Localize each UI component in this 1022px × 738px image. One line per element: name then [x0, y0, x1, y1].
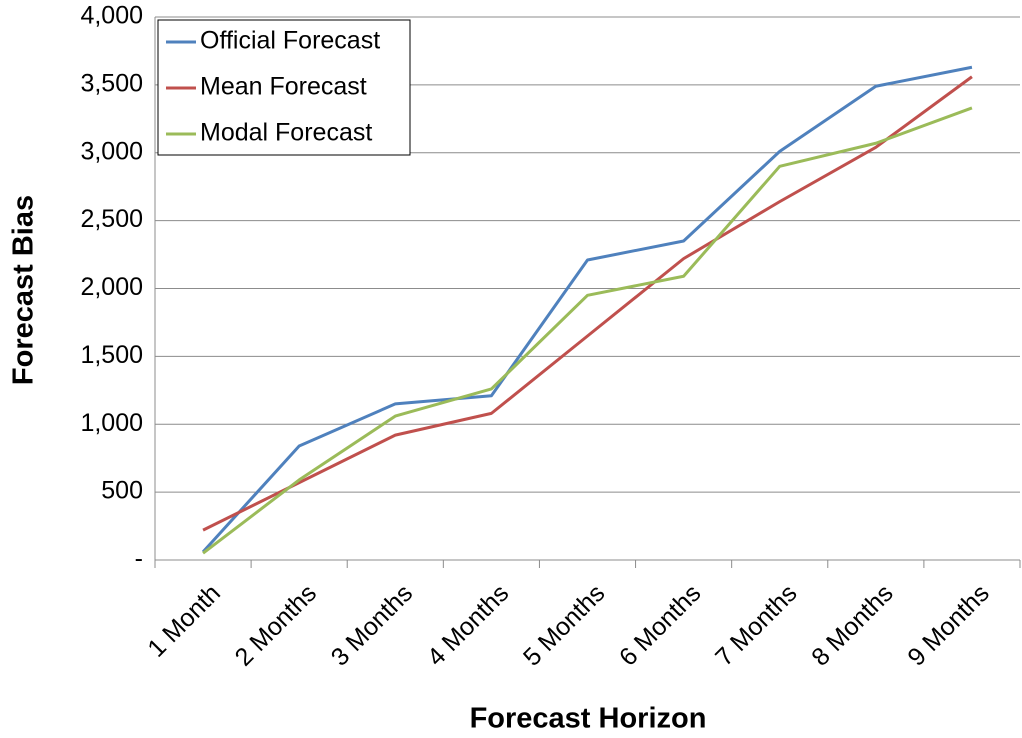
- x-tick-label: 5 Months: [518, 579, 611, 672]
- y-tick-label: 2,000: [80, 273, 143, 301]
- y-axis-title: Forecast Bias: [8, 195, 40, 385]
- y-tick-label: 1,000: [80, 409, 143, 437]
- legend-box: [157, 19, 411, 156]
- x-tick-label: 1 Month: [142, 579, 226, 663]
- x-tick-label: 6 Months: [614, 579, 707, 672]
- series-line: [202, 106, 973, 555]
- x-tick-label: 9 Months: [902, 579, 995, 672]
- x-tick-label: 3 Months: [326, 579, 419, 672]
- y-tick-label: -: [135, 545, 143, 573]
- x-tick-label: 2 Months: [230, 579, 323, 672]
- y-tick-label: 1,500: [80, 341, 143, 369]
- y-tick-label: 2,500: [80, 205, 143, 233]
- legend-label: Official Forecast: [200, 27, 380, 55]
- y-tick-label: 500: [101, 477, 143, 505]
- y-tick-label: 3,000: [80, 137, 143, 165]
- legend-label: Modal Forecast: [200, 119, 372, 147]
- y-tick-label: 3,500: [80, 69, 143, 97]
- series-line: [202, 75, 973, 532]
- series-line: [201, 65, 973, 553]
- x-tick-label: 8 Months: [806, 579, 899, 672]
- y-tick-label: 4,000: [80, 2, 143, 30]
- legend-label: Mean Forecast: [200, 73, 367, 101]
- x-tick-label: 4 Months: [422, 579, 515, 672]
- x-tick-label: 7 Months: [710, 579, 803, 672]
- x-axis-title: Forecast Horizon: [470, 703, 707, 735]
